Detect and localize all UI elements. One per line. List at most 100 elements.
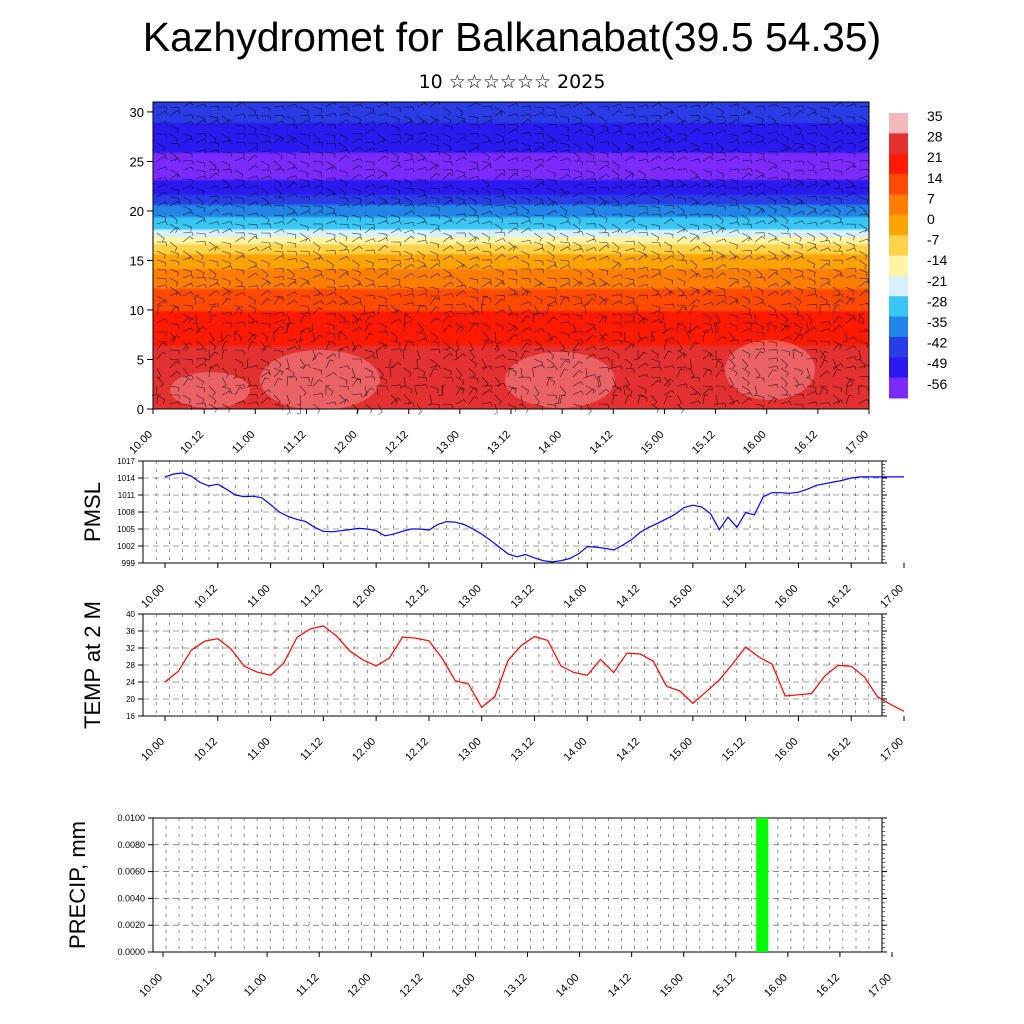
panel-precip-x-tick-label: 10.00	[137, 972, 165, 1000]
colorbar-label: -7	[927, 232, 940, 248]
warm-surface-patch	[170, 372, 250, 408]
panel-pmsl-x-tick-label: 15.12	[720, 583, 748, 611]
y-tick-label: 16	[126, 712, 135, 721]
colorbar-label: 28	[927, 129, 943, 145]
y-tick-label: 1005	[117, 525, 135, 534]
colorbar-swatch	[889, 153, 908, 175]
upper-air-temperature-panel: 0 5 10 15 20 25 30 10.00 10.12 11.00 11.12 12.00 12.…	[127, 101, 871, 457]
series-line	[164, 625, 905, 712]
colorbar-swatch	[889, 113, 908, 134]
y-tick-label: 1017	[117, 457, 135, 466]
wind-barbs	[151, 101, 870, 415]
temp-2m-panel: 16 20 24 28 32 36 40 10.00 10.12 11.00 11.12 12.00 1…	[80, 601, 906, 764]
heatmap-x-tick-label: 13.00	[434, 429, 462, 457]
y-tick-label: 1011	[118, 491, 136, 500]
y-tick-label: 0.0060	[117, 867, 145, 877]
panel-pmsl-x-tick-label: 14.00	[561, 583, 589, 611]
panel-pmsl-x-tick-label: 13.00	[456, 583, 484, 611]
panel-pmsl-x-tick-label: 15.00	[667, 583, 695, 611]
heatmap-x-tick-label: 15.00	[639, 429, 667, 457]
panel-temp-x-tick-label: 17.00	[878, 736, 906, 764]
colorbar-label: 7	[927, 190, 935, 206]
panel-pmsl-x-tick-label: 16.00	[773, 583, 801, 611]
panel-pmsl-x-tick-label: 11.12	[298, 583, 325, 610]
colorbar-label: -35	[927, 314, 947, 330]
y-tick-label: 0.0100	[117, 813, 145, 823]
heatmap-x-tick-label: 10.12	[178, 429, 206, 457]
heatmap-x-tick-label: 15.12	[690, 429, 718, 457]
panel-pmsl-x-tick-label: 13.12	[509, 583, 537, 611]
temperature-colorbar: 35 28 21 14 7 0 -7 -14 -21 -28 -35 -42 -49 -56	[889, 108, 947, 399]
colorbar-swatch	[889, 194, 908, 216]
heatmap-x-tick-label: 13.12	[485, 429, 513, 457]
colorbar-swatch	[889, 357, 908, 379]
colorbar-label: 21	[927, 149, 943, 165]
chart-subtitle: 10 ☆☆☆☆☆☆ 2025	[418, 71, 606, 93]
colorbar-label: 35	[927, 108, 943, 124]
heatmap-x-tick-label: 14.00	[536, 429, 564, 457]
y-tick-label: 0.0080	[117, 840, 145, 850]
y-tick-label: 40	[126, 610, 135, 619]
y-tick-label: 1014	[117, 474, 135, 483]
colorbar-label: 14	[927, 170, 943, 186]
heatmap-y-tick-label: 0	[137, 402, 144, 417]
panel-precip-x-tick-label: 15.00	[658, 972, 686, 1000]
heatmap-x-tick-label: 11.00	[230, 429, 257, 456]
panel-precip-x-tick-label: 10.12	[189, 972, 217, 1000]
heatmap-y-tick-label: 15	[130, 253, 144, 268]
precip-panel: 0.0000 0.0020 0.0040 0.0060 0.0080 0.0100 10.0…	[65, 813, 894, 1000]
panel-precip-x-tick-label: 14.00	[554, 972, 582, 1000]
panel-temp-x-tick-label: 12.12	[403, 736, 431, 764]
panel-precip-x-tick-label: 13.12	[502, 972, 530, 1000]
y-tick-label: 24	[126, 678, 135, 687]
panel-pmsl-x-tick-label: 11.00	[245, 583, 272, 610]
panel-precip-x-tick-label: 17.00	[866, 972, 894, 1000]
series-line	[164, 472, 904, 563]
vertical-grid	[165, 818, 870, 952]
colorbar-swatch	[889, 316, 908, 338]
y-tick-label: 28	[126, 661, 135, 670]
colorbar-swatch	[889, 214, 908, 236]
panel-pmsl-x-tick-label: 12.12	[403, 583, 431, 611]
y-tick-label: 999	[122, 559, 136, 568]
y-axis-title: TEMP at 2 M	[80, 601, 105, 729]
y-axis-title: PMSL	[80, 482, 105, 542]
panel-temp-x-tick-label: 14.00	[561, 736, 589, 764]
colorbar-swatch	[889, 275, 908, 297]
panel-pmsl-x-tick-label: 16.12	[825, 583, 853, 611]
heatmap-y-tick-label: 25	[130, 154, 144, 169]
heatmap-x-tick-label: 17.00	[843, 429, 871, 457]
y-tick-label: 0.0040	[117, 893, 145, 903]
colorbar-label: -21	[927, 273, 947, 289]
heatmap-x-tick-label: 16.12	[792, 429, 820, 457]
panel-temp-x-tick-label: 13.00	[456, 736, 484, 764]
heatmap-y-tick-label: 5	[137, 352, 144, 367]
panel-precip-x-tick-label: 11.00	[242, 972, 269, 999]
heatmap-y-tick-label: 10	[130, 303, 144, 318]
panel-temp-x-tick-label: 13.12	[509, 736, 537, 764]
panel-precip-x-tick-label: 16.12	[814, 972, 842, 1000]
panel-precip-x-tick-label: 15.12	[710, 972, 738, 1000]
heatmap-x-tick-label: 10.00	[127, 429, 155, 457]
y-axis-title: PRECIP, mm	[65, 821, 90, 949]
panel-precip-x-tick-label: 12.12	[398, 972, 426, 1000]
panel-pmsl-x-tick-label: 10.12	[192, 583, 220, 611]
colorbar-label: 0	[927, 211, 935, 227]
colorbar-swatch	[889, 336, 908, 358]
panel-temp-x-tick-label: 16.00	[773, 736, 801, 764]
panel-temp-x-tick-label: 10.12	[192, 736, 220, 764]
colorbar-label: -56	[927, 376, 947, 392]
y-tick-label: 20	[126, 695, 135, 704]
colorbar-swatch	[889, 377, 908, 399]
y-tick-label: 32	[126, 644, 135, 653]
panel-pmsl-x-tick-label: 17.00	[878, 583, 906, 611]
pmsl-panel: 999 1002 1005 1008 1011 1014 1017 10.00 10.12 11.…	[80, 457, 906, 611]
heatmap-x-tick-label: 12.12	[383, 429, 411, 457]
heatmap-x-tick-label: 16.00	[741, 429, 769, 457]
y-tick-label: 1002	[117, 542, 135, 551]
panel-precip-x-tick-label: 14.12	[606, 972, 634, 1000]
panel-precip-x-tick-label: 16.00	[762, 972, 790, 1000]
heatmap-y-tick-label: 30	[130, 105, 144, 120]
panel-pmsl-x-tick-label: 12.00	[350, 583, 378, 611]
panel-temp-x-tick-label: 16.12	[825, 736, 853, 764]
